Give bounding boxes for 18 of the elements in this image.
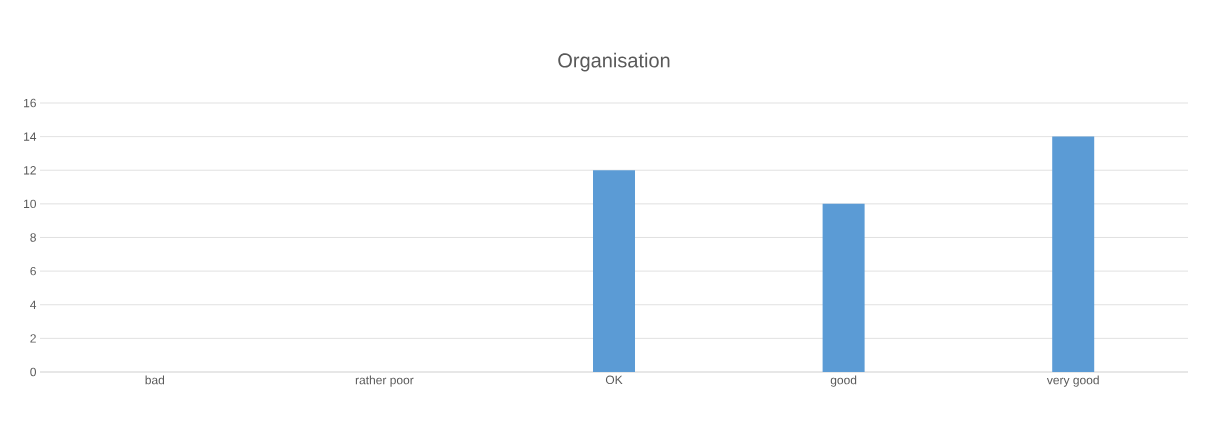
y-tick-label: 12 [24, 166, 36, 175]
y-tick-label: 2 [30, 334, 36, 343]
y-tick-label: 10 [24, 199, 36, 209]
chart-title: Organisation [558, 52, 670, 72]
bar [593, 170, 636, 372]
x-tick-label: very good [1046, 375, 1099, 387]
x-tick-label: bad [145, 375, 165, 385]
x-tick-label: good [830, 375, 857, 387]
y-tick-label: 6 [30, 266, 36, 276]
bar [822, 203, 865, 372]
bar [1052, 136, 1095, 372]
x-tick-label: rather poor [355, 375, 414, 387]
y-tick-label: 8 [30, 233, 36, 242]
y-tick-label: 14 [24, 132, 37, 141]
y-tick-label: 0 [30, 367, 37, 377]
x-tick-label: OK [605, 375, 623, 385]
y-tick-label: 4 [30, 300, 37, 309]
y-tick-label: 16 [24, 98, 36, 108]
